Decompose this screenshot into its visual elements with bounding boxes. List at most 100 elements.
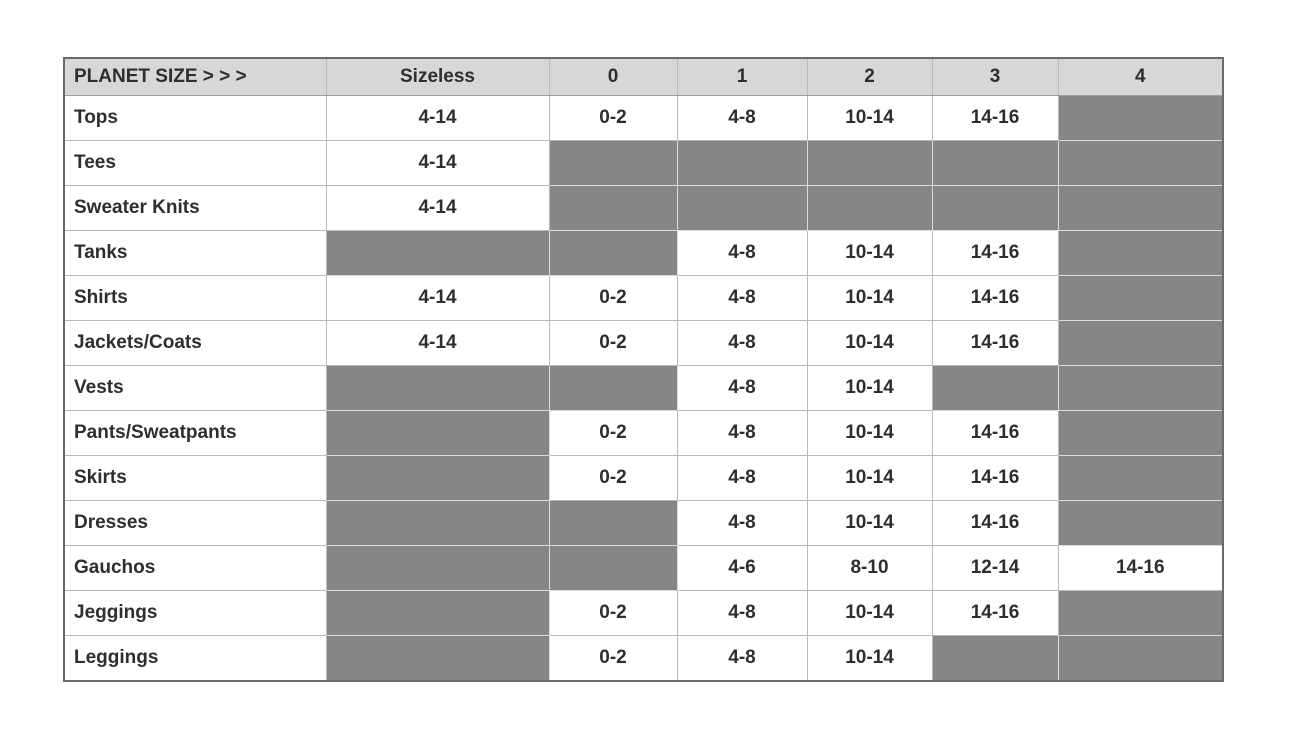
filled-cell bbox=[1057, 230, 1224, 276]
size-range-cell: 4-14 bbox=[325, 185, 550, 231]
size-range-cell: 0-2 bbox=[548, 95, 678, 141]
size-range-cell: 14-16 bbox=[931, 410, 1059, 456]
size-range-cell: 10-14 bbox=[806, 500, 933, 546]
filled-cell bbox=[676, 185, 808, 231]
row-label: Vests bbox=[63, 365, 327, 411]
filled-cell bbox=[1057, 140, 1224, 186]
size-chart-container: PLANET SIZE > > > Sizeless 0 1 2 3 4 Tops 4-14 0… bbox=[63, 57, 1224, 682]
filled-cell bbox=[931, 635, 1059, 682]
size-range-cell: 4-8 bbox=[676, 365, 808, 411]
header-size-4: 4 bbox=[1057, 57, 1224, 96]
header-size-0: 0 bbox=[548, 57, 678, 96]
table-row: Pants/Sweatpants 0-2 4-8 10-14 14-16 bbox=[63, 410, 1224, 456]
size-range-cell: 8-10 bbox=[806, 545, 933, 591]
filled-cell bbox=[325, 455, 550, 501]
size-range-cell: 10-14 bbox=[806, 590, 933, 636]
row-label: Skirts bbox=[63, 455, 327, 501]
size-range-cell: 4-8 bbox=[676, 455, 808, 501]
filled-cell bbox=[325, 230, 550, 276]
table-row: Skirts 0-2 4-8 10-14 14-16 bbox=[63, 455, 1224, 501]
size-range-cell: 4-8 bbox=[676, 590, 808, 636]
size-range-cell: 4-14 bbox=[325, 275, 550, 321]
filled-cell bbox=[325, 590, 550, 636]
table-row: Tanks 4-8 10-14 14-16 bbox=[63, 230, 1224, 276]
size-range-cell: 0-2 bbox=[548, 275, 678, 321]
size-range-cell: 4-8 bbox=[676, 320, 808, 366]
size-range-cell: 4-14 bbox=[325, 140, 550, 186]
header-size-1: 1 bbox=[676, 57, 808, 96]
filled-cell bbox=[806, 140, 933, 186]
header-row: PLANET SIZE > > > Sizeless 0 1 2 3 4 bbox=[63, 57, 1224, 96]
filled-cell bbox=[1057, 500, 1224, 546]
row-label: Jeggings bbox=[63, 590, 327, 636]
size-range-cell: 10-14 bbox=[806, 275, 933, 321]
filled-cell bbox=[1057, 590, 1224, 636]
table-row: Dresses 4-8 10-14 14-16 bbox=[63, 500, 1224, 546]
size-range-cell: 4-8 bbox=[676, 95, 808, 141]
filled-cell bbox=[1057, 275, 1224, 321]
size-range-cell: 14-16 bbox=[931, 320, 1059, 366]
filled-cell bbox=[931, 185, 1059, 231]
filled-cell bbox=[325, 500, 550, 546]
size-range-cell: 0-2 bbox=[548, 635, 678, 682]
size-range-cell: 4-8 bbox=[676, 500, 808, 546]
filled-cell bbox=[548, 545, 678, 591]
filled-cell bbox=[1057, 365, 1224, 411]
size-range-cell: 12-14 bbox=[931, 545, 1059, 591]
size-range-cell: 14-16 bbox=[931, 95, 1059, 141]
size-range-cell: 10-14 bbox=[806, 320, 933, 366]
row-label: Leggings bbox=[63, 635, 327, 682]
filled-cell bbox=[325, 410, 550, 456]
row-label: Tops bbox=[63, 95, 327, 141]
size-range-cell: 10-14 bbox=[806, 365, 933, 411]
size-range-cell: 14-16 bbox=[1057, 545, 1224, 591]
size-range-cell: 4-8 bbox=[676, 635, 808, 682]
row-label: Tanks bbox=[63, 230, 327, 276]
header-size-3: 3 bbox=[931, 57, 1059, 96]
filled-cell bbox=[931, 365, 1059, 411]
filled-cell bbox=[931, 140, 1059, 186]
size-range-cell: 4-14 bbox=[325, 320, 550, 366]
table-row: Jackets/Coats 4-14 0-2 4-8 10-14 14-16 bbox=[63, 320, 1224, 366]
row-label: Dresses bbox=[63, 500, 327, 546]
row-label: Tees bbox=[63, 140, 327, 186]
size-range-cell: 4-14 bbox=[325, 95, 550, 141]
header-size-Sizeless: Sizeless bbox=[325, 57, 550, 96]
size-range-cell: 10-14 bbox=[806, 410, 933, 456]
size-range-cell: 0-2 bbox=[548, 410, 678, 456]
size-range-cell: 14-16 bbox=[931, 275, 1059, 321]
size-range-cell: 10-14 bbox=[806, 635, 933, 682]
table-row: Gauchos 4-6 8-10 12-14 14-16 bbox=[63, 545, 1224, 591]
table-row: Vests 4-8 10-14 bbox=[63, 365, 1224, 411]
size-range-cell: 10-14 bbox=[806, 230, 933, 276]
size-range-cell: 14-16 bbox=[931, 500, 1059, 546]
filled-cell bbox=[676, 140, 808, 186]
header-size-2: 2 bbox=[806, 57, 933, 96]
filled-cell bbox=[1057, 455, 1224, 501]
size-range-cell: 0-2 bbox=[548, 455, 678, 501]
table-row: Tees 4-14 bbox=[63, 140, 1224, 186]
table-row: Sweater Knits 4-14 bbox=[63, 185, 1224, 231]
filled-cell bbox=[1057, 410, 1224, 456]
size-range-cell: 10-14 bbox=[806, 455, 933, 501]
size-range-cell: 0-2 bbox=[548, 320, 678, 366]
table-row: Jeggings 0-2 4-8 10-14 14-16 bbox=[63, 590, 1224, 636]
size-range-cell: 0-2 bbox=[548, 590, 678, 636]
size-chart-table: PLANET SIZE > > > Sizeless 0 1 2 3 4 Tops 4-14 0… bbox=[63, 57, 1224, 682]
filled-cell bbox=[548, 365, 678, 411]
filled-cell bbox=[1057, 95, 1224, 141]
filled-cell bbox=[548, 500, 678, 546]
filled-cell bbox=[325, 365, 550, 411]
size-range-cell: 14-16 bbox=[931, 455, 1059, 501]
filled-cell bbox=[325, 635, 550, 682]
header-title-cell: PLANET SIZE > > > bbox=[63, 57, 327, 96]
filled-cell bbox=[806, 185, 933, 231]
table-row: Shirts 4-14 0-2 4-8 10-14 14-16 bbox=[63, 275, 1224, 321]
filled-cell bbox=[548, 230, 678, 276]
size-range-cell: 14-16 bbox=[931, 230, 1059, 276]
row-label: Jackets/Coats bbox=[63, 320, 327, 366]
filled-cell bbox=[1057, 635, 1224, 682]
row-label: Gauchos bbox=[63, 545, 327, 591]
size-range-cell: 4-8 bbox=[676, 275, 808, 321]
